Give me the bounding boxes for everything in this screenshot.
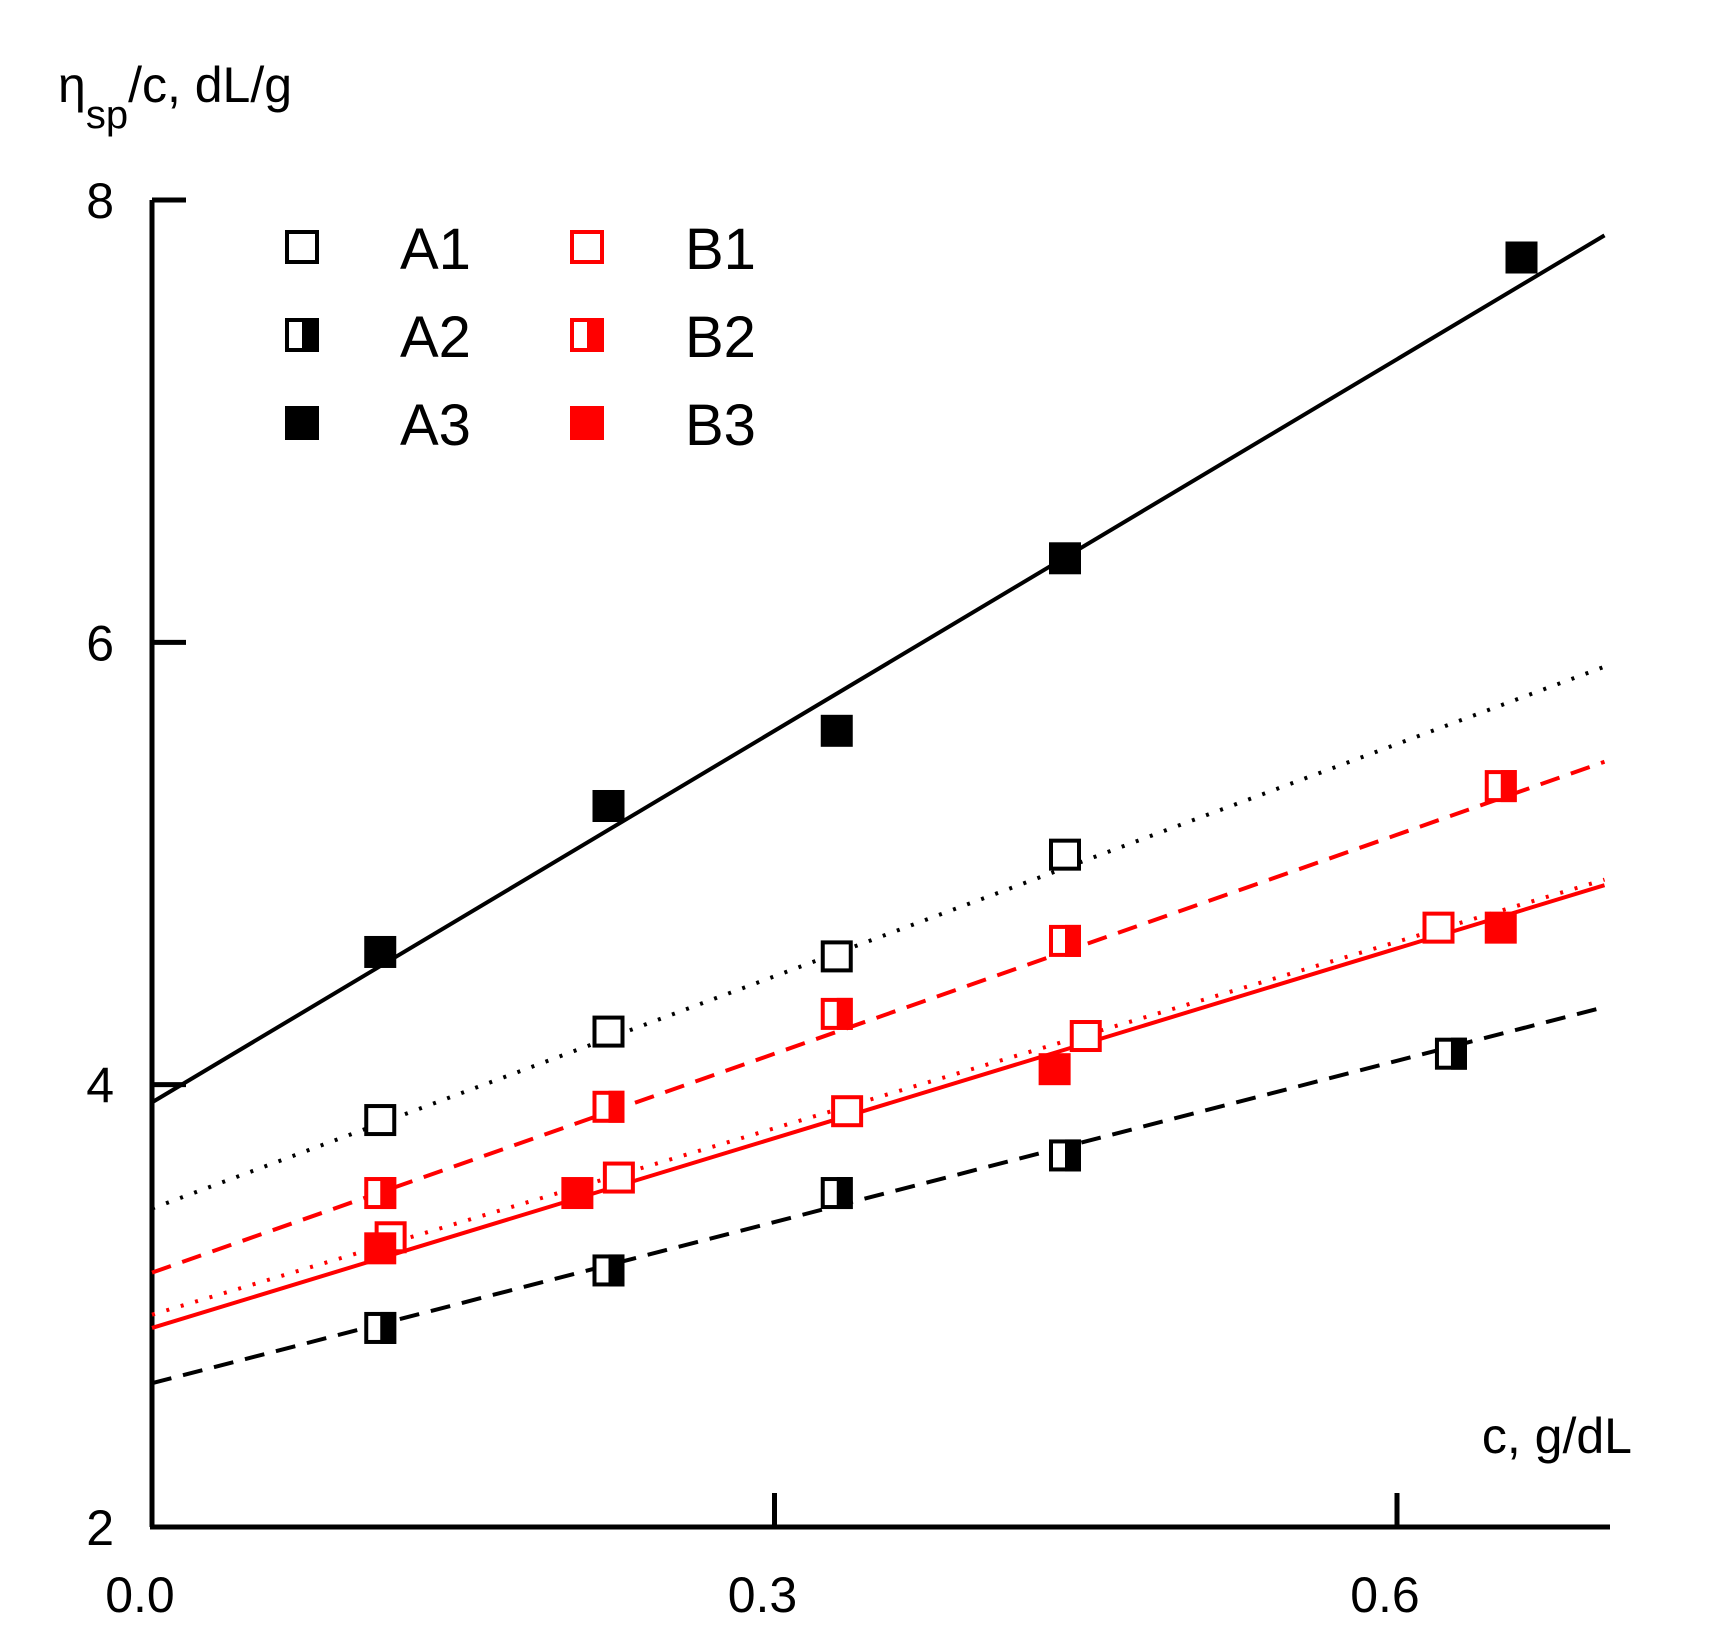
x-tick-label-0: 0.0 xyxy=(105,1567,175,1623)
point-a3-1 xyxy=(592,789,625,822)
point-a1-3 xyxy=(1049,838,1081,871)
legend-label-a3: A3 xyxy=(400,393,471,458)
point-b3-1 xyxy=(561,1177,594,1210)
point-b2-4 xyxy=(1484,770,1517,803)
point-b1-1 xyxy=(602,1161,635,1194)
point-a2-1 xyxy=(592,1254,625,1287)
point-b2-1 xyxy=(592,1090,625,1123)
point-b2-0 xyxy=(364,1177,397,1210)
y-tick-label-0: 2 xyxy=(86,1500,114,1556)
y-tick-label-2: 6 xyxy=(86,615,114,671)
legend-marker-a1 xyxy=(285,230,319,264)
fit-line-a3 xyxy=(150,233,1606,1105)
legend-marker-b3 xyxy=(570,406,604,440)
y-axis-title: ηsp/c, dL/g xyxy=(58,57,292,137)
point-b2-2 xyxy=(820,997,853,1030)
point-b1-4 xyxy=(1422,911,1455,944)
legend-marker-a3 xyxy=(285,406,319,440)
legend: A1 A2 A3 B1 B2 B3 xyxy=(285,217,756,458)
ticks: 2 4 6 8 0.0 0.3 0.6 xyxy=(86,173,1420,1623)
legend-marker-b1 xyxy=(570,230,604,264)
legend-label-a1: A1 xyxy=(400,217,471,282)
legend-label-a2: A2 xyxy=(400,305,471,370)
fit-line-a2 xyxy=(151,1005,1606,1386)
point-b3-3 xyxy=(1484,911,1517,944)
point-a1-0 xyxy=(364,1104,397,1137)
point-b3-0 xyxy=(364,1232,397,1265)
y-axis-title-subscript: sp xyxy=(86,93,128,137)
point-a3-3 xyxy=(1049,542,1081,575)
point-a3-0 xyxy=(364,935,397,968)
point-a2-0 xyxy=(364,1311,397,1344)
x-tick-label-2: 0.6 xyxy=(1350,1567,1420,1623)
point-a1-2 xyxy=(820,940,853,973)
legend-marker-a2 xyxy=(285,318,319,352)
y-tick-label-1: 4 xyxy=(86,1058,114,1114)
x-tick-label-1: 0.3 xyxy=(728,1567,798,1623)
point-a3-4 xyxy=(1505,241,1538,274)
y-axis-title-rest: /c, dL/g xyxy=(128,57,292,113)
point-b1-3 xyxy=(1069,1020,1102,1053)
markers xyxy=(364,241,1538,1344)
point-a2-4 xyxy=(1434,1037,1467,1070)
legend-label-b2: B2 xyxy=(685,305,756,370)
legend-label-b1: B1 xyxy=(685,217,756,282)
legend-label-b3: B3 xyxy=(685,393,756,458)
point-a2-2 xyxy=(820,1177,853,1210)
fit-lines xyxy=(150,233,1606,1386)
fit-line-a1 xyxy=(151,664,1606,1211)
point-b2-3 xyxy=(1049,924,1081,957)
y-tick-label-3: 8 xyxy=(86,173,114,229)
x-axis-title: c, g/dL xyxy=(1482,1408,1632,1464)
point-a1-1 xyxy=(592,1015,625,1048)
legend-marker-b2 xyxy=(570,318,604,352)
point-a2-3 xyxy=(1049,1139,1081,1172)
point-b1-2 xyxy=(831,1095,864,1128)
point-b3-2 xyxy=(1038,1053,1071,1086)
point-a3-2 xyxy=(820,714,853,747)
y-axis-title-symbol: η xyxy=(58,57,86,113)
